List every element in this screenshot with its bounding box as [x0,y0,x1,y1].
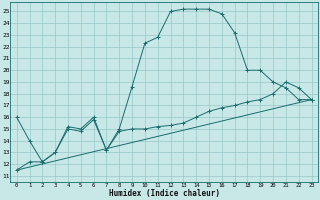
X-axis label: Humidex (Indice chaleur): Humidex (Indice chaleur) [108,189,220,198]
